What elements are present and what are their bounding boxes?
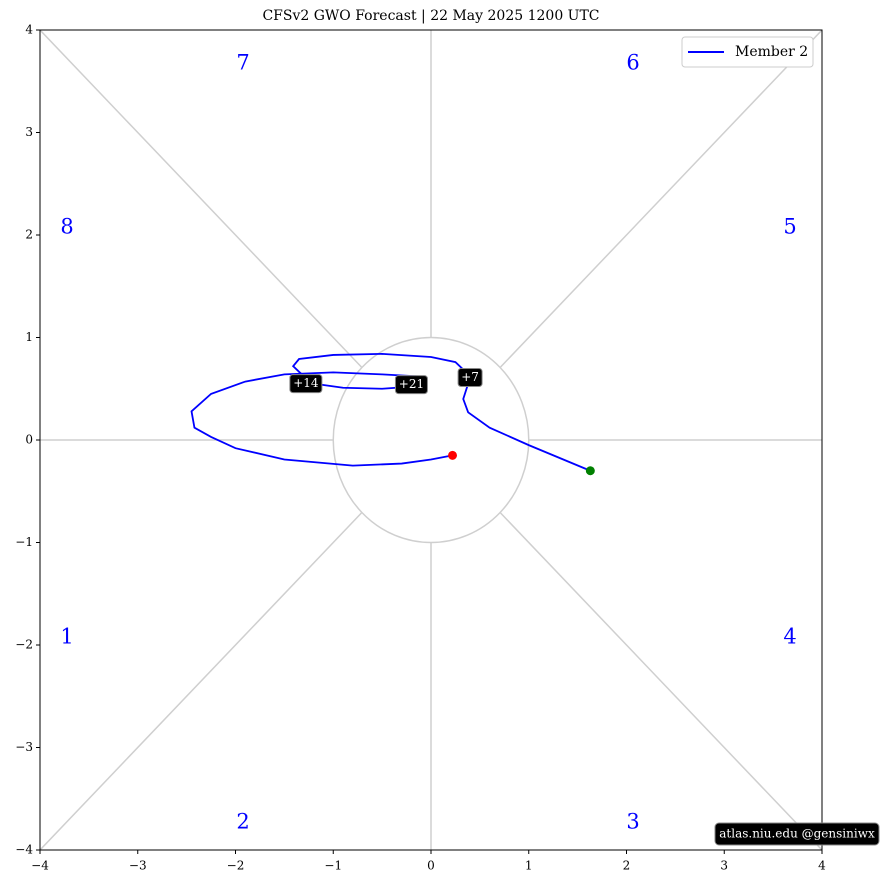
- x-tick-label: −1: [324, 859, 342, 873]
- phase-label: 1: [60, 625, 73, 649]
- phase-label: 6: [626, 51, 639, 75]
- annotation-box: [457, 367, 483, 387]
- y-tick-label: −4: [15, 843, 33, 857]
- phase-label: 8: [60, 215, 73, 239]
- legend-label: Member 2: [735, 44, 808, 60]
- y-tick-label: −3: [15, 740, 33, 754]
- legend: Member 2: [681, 36, 814, 68]
- start-marker: [585, 466, 595, 476]
- y-tick-label: −1: [15, 535, 33, 549]
- annotation: +7: [461, 370, 479, 384]
- x-tick-label: 0: [427, 859, 435, 873]
- annotation-box: [394, 375, 428, 395]
- phase-divider: [499, 511, 822, 850]
- phase-label: 2: [236, 810, 249, 834]
- x-tick-label: 1: [525, 859, 533, 873]
- plot: [40, 30, 822, 850]
- phase-divider: [40, 30, 363, 369]
- y-tick-label: 1: [25, 330, 33, 344]
- series-line: [190, 352, 591, 472]
- phase-label: 4: [783, 625, 796, 649]
- x-tick-label: 3: [720, 859, 728, 873]
- phase-label: 5: [783, 215, 796, 239]
- credit: atlas.niu.edu @gensiniwx: [719, 827, 875, 841]
- chart-title: CFSv2 GWO Forecast | 22 May 2025 1200 UT…: [262, 8, 599, 24]
- end-marker: [448, 450, 458, 460]
- annotation: +14: [293, 376, 319, 390]
- phase-divider: [499, 30, 822, 369]
- x-tick-label: 2: [623, 859, 631, 873]
- x-tick-label: −4: [31, 859, 49, 873]
- x-tick-label: −2: [227, 859, 245, 873]
- y-tick-label: 3: [25, 125, 33, 139]
- y-tick-label: 4: [25, 23, 33, 37]
- legend-box: [681, 36, 814, 68]
- phase-label: 7: [236, 51, 249, 75]
- annotation-box: [289, 374, 323, 394]
- y-tick-label: 0: [25, 433, 33, 447]
- y-tick-label: 2: [25, 228, 33, 242]
- x-tick-label: 4: [818, 859, 826, 873]
- x-tick-label: −3: [129, 859, 147, 873]
- credit-box: [714, 822, 880, 846]
- unit-circle: [332, 336, 530, 544]
- phase-divider: [40, 511, 363, 850]
- annotation: +21: [399, 377, 424, 391]
- phase-label: 3: [626, 810, 639, 834]
- plot-frame: [39, 29, 823, 851]
- y-tick-label: −2: [15, 638, 33, 652]
